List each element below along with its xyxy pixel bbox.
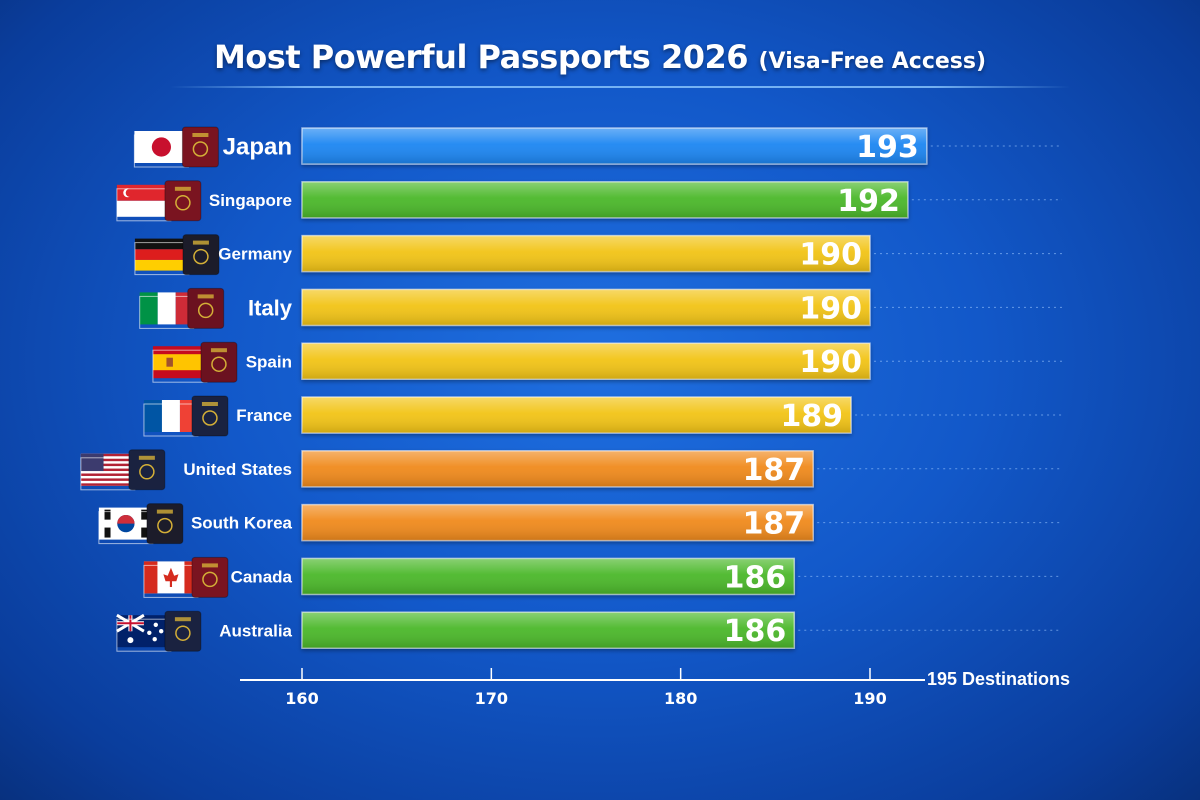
bar-shine xyxy=(302,504,814,541)
flag-icon xyxy=(80,453,136,491)
passport-icon xyxy=(181,126,219,168)
value-label: 190 xyxy=(799,291,862,326)
passport-icon xyxy=(191,395,229,437)
flag-icon xyxy=(98,507,154,545)
bar-shine xyxy=(302,558,795,595)
bar-south-korea xyxy=(301,503,814,542)
chart-title: Most Powerful Passports 2026 (Visa-Free … xyxy=(0,38,1200,76)
category-label: South Korea xyxy=(191,514,293,533)
passport-icon xyxy=(164,180,202,222)
value-label: 193 xyxy=(856,130,919,165)
axis-max-label: 195 Destinations xyxy=(927,669,1070,689)
passport-icon xyxy=(128,449,166,491)
category-label: Germany xyxy=(218,245,292,264)
value-label: 187 xyxy=(743,507,806,542)
passport-icon xyxy=(182,234,220,276)
passport-icon xyxy=(164,610,202,652)
flag-passport-icon xyxy=(134,234,220,276)
bar-shine xyxy=(302,612,795,649)
bar-canada xyxy=(301,557,796,596)
x-tick-label: 160 xyxy=(285,689,318,708)
value-label: 189 xyxy=(780,399,843,434)
category-label: Singapore xyxy=(209,191,292,210)
category-label: Australia xyxy=(219,621,292,640)
category-label: Canada xyxy=(231,568,293,587)
flag-passport-icon xyxy=(143,395,229,437)
value-label: 190 xyxy=(799,238,862,273)
bar-shine xyxy=(302,181,908,218)
flag-icon xyxy=(139,292,195,329)
flag-icon xyxy=(143,400,199,437)
category-label: Japan xyxy=(223,134,292,161)
flag-icon xyxy=(133,131,189,168)
value-label: 187 xyxy=(743,453,806,488)
bar-singapore xyxy=(301,181,909,219)
bar-shine xyxy=(302,128,927,164)
bar-shine xyxy=(302,289,870,326)
bar-shine xyxy=(302,450,814,487)
bar-spain xyxy=(301,342,871,380)
flag-passport-icon xyxy=(139,287,225,329)
flag-icon xyxy=(116,613,172,652)
chart-subtitle: (Visa-Free Access) xyxy=(758,49,987,74)
bar-japan xyxy=(301,127,928,165)
flag-passport-icon xyxy=(116,180,202,222)
value-label: 190 xyxy=(799,345,862,380)
bar-australia xyxy=(301,611,796,649)
flag-passport-icon xyxy=(143,556,229,598)
flag-passport-icon xyxy=(80,449,166,491)
title-divider xyxy=(170,86,1070,88)
flag-passport-icon xyxy=(152,341,238,383)
category-label: France xyxy=(236,406,292,425)
category-label: Spain xyxy=(246,352,292,371)
bar-shine xyxy=(302,343,870,380)
flag-icon xyxy=(143,561,199,598)
category-label: Italy xyxy=(248,295,293,320)
passport-icon xyxy=(200,341,238,383)
x-tick-label: 190 xyxy=(853,689,886,708)
chart-title-main: Most Powerful Passports 2026 xyxy=(213,38,749,76)
value-label: 192 xyxy=(837,184,900,219)
value-label: 186 xyxy=(724,560,787,595)
bar-shine xyxy=(302,397,852,433)
bar-shine xyxy=(302,235,870,272)
flag-passport-icon xyxy=(116,610,202,652)
flag-passport-icon xyxy=(98,503,184,545)
bar-united-states xyxy=(301,450,814,488)
category-label: United States xyxy=(183,460,292,479)
flag-icon xyxy=(116,184,172,222)
x-tick-label: 170 xyxy=(475,689,508,708)
x-tick-label: 180 xyxy=(664,689,697,708)
value-label: 186 xyxy=(724,614,787,649)
passport-icon xyxy=(146,503,184,545)
bar-germany xyxy=(301,234,871,273)
passport-icon xyxy=(191,556,229,598)
bar-france xyxy=(301,396,852,434)
passport-icon xyxy=(187,287,225,329)
flag-icon xyxy=(152,346,208,383)
flag-icon xyxy=(134,238,190,276)
flag-passport-icon xyxy=(133,126,219,168)
bar-italy xyxy=(301,288,871,327)
